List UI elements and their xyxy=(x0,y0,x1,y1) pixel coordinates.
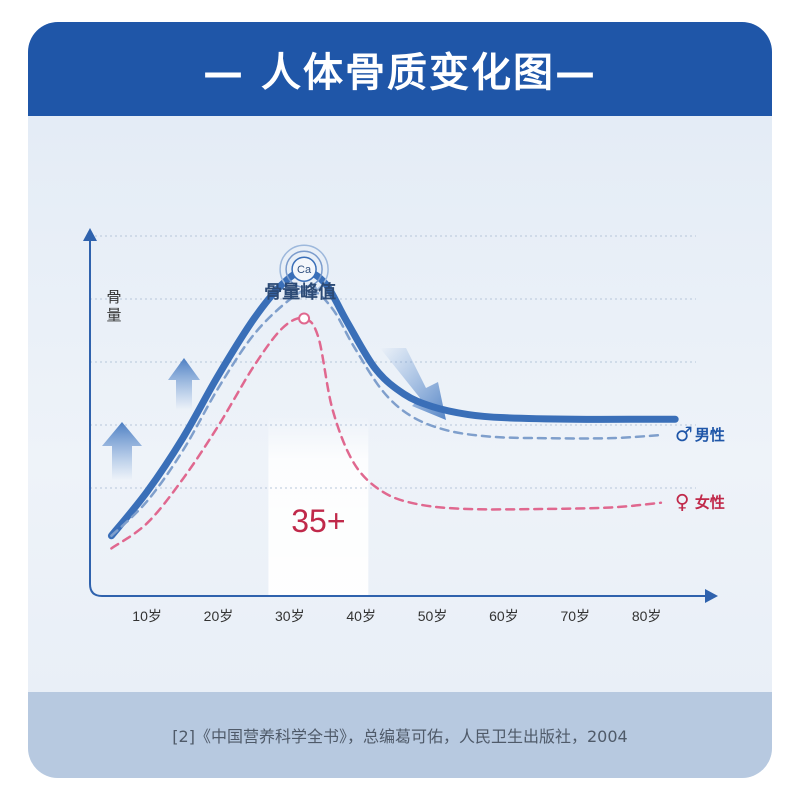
x-tick-label: 50岁 xyxy=(418,608,448,624)
x-axis-arrow-icon xyxy=(705,589,718,603)
y-axis-arrow-icon xyxy=(83,228,97,241)
female-peak-point xyxy=(298,312,311,325)
male-legend-label: 男性 xyxy=(695,426,725,444)
citation-text: [2]《中国营养科学全书》，总编葛可佑，人民卫生出版社，2004 xyxy=(172,727,628,746)
page-title: — 人体骨质变化图— xyxy=(203,50,597,96)
y-axis xyxy=(89,238,103,597)
peak-marker: Ca 骨量峰值 xyxy=(264,244,336,302)
x-tick-label: 20岁 xyxy=(204,608,234,624)
male-bone-mass-line xyxy=(110,288,663,538)
axes xyxy=(83,228,718,603)
x-tick-label: 80岁 xyxy=(632,608,662,624)
legend: ♂ 男性 ♀ 女性 xyxy=(675,422,725,514)
female-legend-label: 女性 xyxy=(695,494,725,512)
chart-card: — 人体骨质变化图— xyxy=(28,22,772,778)
female-bone-mass-line xyxy=(110,316,663,550)
rising-arrow-icon xyxy=(168,358,200,410)
x-tick-label: 40岁 xyxy=(346,608,376,624)
calcium-icon xyxy=(291,256,317,282)
male-symbol-icon: ♂ xyxy=(675,422,693,446)
overall-bone-mass-line xyxy=(107,267,679,540)
footer-bar: [2]《中国营养科学全书》，总编葛可佑，人民卫生出版社，2004 xyxy=(28,692,772,778)
y-axis-label: 骨量 xyxy=(106,289,121,324)
x-tick-label: 10岁 xyxy=(132,608,162,624)
peak-label: 骨量峰值 xyxy=(264,281,336,302)
bone-mass-chart: 10岁 20岁 30岁 40岁 50岁 60岁 70岁 80岁 骨量 Ca 骨量峰值 35+ … xyxy=(83,228,725,624)
series-group xyxy=(107,267,679,550)
header-bar: — 人体骨质变化图— xyxy=(28,22,772,116)
rising-arrow-icon xyxy=(102,422,142,480)
calcium-symbol: Ca xyxy=(297,264,312,276)
peak-ring-outer xyxy=(279,244,329,294)
x-tick-label: 30岁 xyxy=(275,608,305,624)
x-tick-label: 70岁 xyxy=(560,608,590,624)
x-tick-labels: 10岁 20岁 30岁 40岁 50岁 60岁 70岁 80岁 xyxy=(132,608,661,624)
peak-ring-middle xyxy=(285,250,323,288)
x-tick-label: 60岁 xyxy=(489,608,519,624)
female-symbol-icon: ♀ xyxy=(675,490,690,514)
highlight-band xyxy=(268,416,369,596)
age-highlight-label: 35+ xyxy=(291,503,345,539)
